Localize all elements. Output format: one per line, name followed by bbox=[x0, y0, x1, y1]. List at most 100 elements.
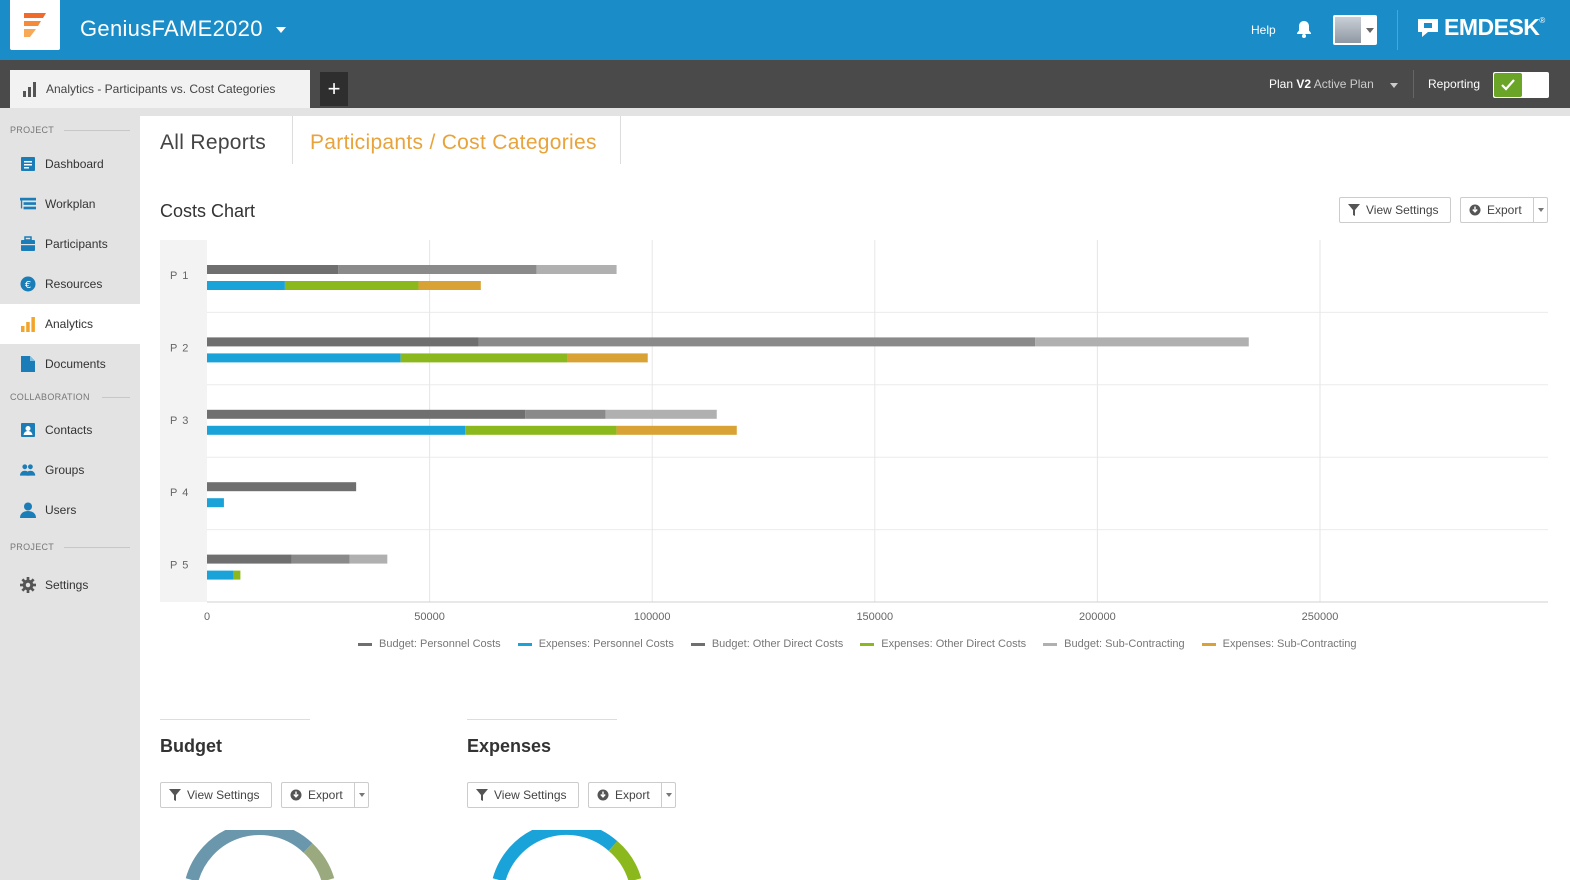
sidebar-item-workplan[interactable]: Workplan bbox=[0, 184, 140, 224]
legend-swatch bbox=[517, 642, 532, 646]
legend-label: Budget: Other Direct Costs bbox=[711, 638, 844, 650]
expenses-bar-segment bbox=[207, 425, 466, 435]
chevron-down-icon[interactable] bbox=[1533, 198, 1547, 222]
add-tab-button[interactable]: + bbox=[320, 72, 348, 106]
gear-icon bbox=[20, 577, 36, 593]
budget-bar-segment bbox=[207, 337, 479, 347]
sidebar-item-groups[interactable]: Groups bbox=[0, 450, 140, 490]
chevron-down-icon bbox=[1366, 28, 1374, 33]
chevron-down-icon[interactable] bbox=[354, 783, 368, 807]
expenses-bar-segment bbox=[207, 570, 234, 580]
groups-icon bbox=[20, 462, 36, 478]
sidebar-section-project: PROJECT bbox=[10, 125, 130, 135]
reporting-toggle[interactable] bbox=[1493, 72, 1549, 98]
divider bbox=[64, 547, 130, 548]
chevron-down-icon[interactable] bbox=[1390, 83, 1398, 88]
svg-text:€: € bbox=[25, 280, 31, 291]
sidebar-item-resources[interactable]: € Resources bbox=[0, 264, 140, 304]
plan-selector[interactable]: Plan V2 Active Plan bbox=[1269, 77, 1374, 91]
expenses-bar-segment bbox=[616, 425, 737, 435]
expenses-bar-segment bbox=[207, 498, 224, 508]
category-label: P 2 bbox=[170, 342, 189, 354]
x-tick-label: 50000 bbox=[414, 611, 445, 623]
brand-name: EMDESK bbox=[1444, 14, 1540, 40]
filter-icon bbox=[1348, 204, 1360, 216]
x-tick-label: 0 bbox=[204, 611, 210, 623]
user-avatar-menu[interactable] bbox=[1333, 15, 1377, 45]
legend-item[interactable]: Expenses: Sub-Contracting bbox=[1201, 638, 1357, 650]
sidebar-item-label: Groups bbox=[45, 463, 85, 477]
expenses-export-button[interactable]: Export bbox=[588, 782, 676, 808]
expenses-bar-segment bbox=[284, 281, 419, 290]
legend-item[interactable]: Expenses: Personnel Costs bbox=[517, 638, 674, 650]
sidebar-item-documents[interactable]: Documents bbox=[0, 344, 140, 384]
sidebar-item-users[interactable]: Users bbox=[0, 490, 140, 530]
sidebar-item-participants[interactable]: Participants bbox=[0, 224, 140, 264]
x-tick-label: 100000 bbox=[634, 611, 671, 623]
help-link[interactable]: Help bbox=[1251, 23, 1276, 37]
legend-swatch bbox=[690, 642, 705, 646]
legend-label: Expenses: Sub-Contracting bbox=[1222, 638, 1357, 650]
chevron-down-icon[interactable] bbox=[276, 27, 286, 33]
section-label: COLLABORATION bbox=[10, 392, 90, 402]
bell-icon[interactable] bbox=[1294, 19, 1314, 44]
x-tick-label: 200000 bbox=[1079, 611, 1116, 623]
expenses-bar-segment bbox=[567, 353, 648, 363]
legend-item[interactable]: Expenses: Other Direct Costs bbox=[860, 638, 1026, 650]
budget-bar-segment bbox=[207, 482, 357, 492]
legend-item[interactable]: Budget: Personnel Costs bbox=[358, 638, 501, 650]
divider bbox=[620, 116, 621, 164]
sidebar-item-label: Documents bbox=[45, 357, 106, 371]
project-title[interactable]: GeniusFAME2020 bbox=[80, 16, 263, 41]
sidebar-item-label: Contacts bbox=[45, 423, 93, 437]
expenses-bar-segment bbox=[400, 353, 568, 363]
category-label: P 5 bbox=[170, 560, 189, 572]
sidebar-item-contacts[interactable]: Contacts bbox=[0, 410, 140, 450]
workplan-icon bbox=[20, 196, 36, 212]
main-content bbox=[140, 116, 1570, 880]
divider bbox=[467, 719, 617, 720]
sidebar-item-label: Workplan bbox=[45, 197, 96, 211]
legend-item[interactable]: Budget: Other Direct Costs bbox=[690, 638, 844, 650]
sidebar-item-analytics[interactable]: Analytics bbox=[0, 304, 140, 344]
avatar bbox=[1335, 17, 1361, 43]
costs-view-settings-button[interactable]: View Settings bbox=[1339, 197, 1451, 223]
tab-analytics[interactable]: Analytics - Participants vs. Cost Catego… bbox=[10, 70, 310, 108]
sidebar-section-collaboration: COLLABORATION bbox=[10, 392, 130, 402]
button-label: View Settings bbox=[1366, 203, 1439, 217]
legend-item[interactable]: Budget: Sub-Contracting bbox=[1043, 638, 1185, 650]
breadcrumb-current: Participants / Cost Categories bbox=[310, 131, 597, 154]
budget-view-settings-button[interactable]: View Settings bbox=[160, 782, 272, 808]
legend-label: Budget: Sub-Contracting bbox=[1064, 638, 1185, 650]
participants-icon bbox=[20, 236, 36, 252]
tab-label: Analytics - Participants vs. Cost Catego… bbox=[46, 82, 276, 96]
sidebar-item-label: Participants bbox=[45, 237, 108, 251]
sidebar: PROJECT Dashboard Workplan Participants … bbox=[0, 108, 140, 880]
filter-icon bbox=[169, 789, 181, 801]
sidebar-item-dashboard[interactable]: Dashboard bbox=[0, 144, 140, 184]
sidebar-item-label: Users bbox=[45, 503, 77, 517]
budget-bar-segment bbox=[207, 554, 292, 564]
expenses-bar-segment bbox=[418, 281, 481, 290]
breadcrumb-all-reports[interactable]: All Reports bbox=[160, 131, 267, 154]
budget-export-button[interactable]: Export bbox=[281, 782, 369, 808]
budget-bar-segment bbox=[291, 554, 350, 564]
chevron-down-icon[interactable] bbox=[661, 783, 675, 807]
category-label: P 1 bbox=[170, 270, 189, 282]
costs-export-button[interactable]: Export bbox=[1460, 197, 1548, 223]
legend-label: Budget: Personnel Costs bbox=[379, 638, 501, 650]
budget-bar-segment bbox=[1035, 337, 1249, 347]
sidebar-item-label: Analytics bbox=[45, 317, 94, 331]
app-logo[interactable] bbox=[10, 0, 60, 50]
expenses-view-settings-button[interactable]: View Settings bbox=[467, 782, 579, 808]
dashboard-icon bbox=[20, 156, 36, 172]
plan-status: Active Plan bbox=[1313, 77, 1374, 91]
section-label: PROJECT bbox=[10, 542, 55, 552]
x-tick-label: 150000 bbox=[856, 611, 893, 623]
top-bar: GeniusFAME2020 Help EMDESK ® bbox=[0, 0, 1570, 60]
export-icon bbox=[1469, 204, 1481, 216]
category-label: P 4 bbox=[170, 487, 189, 499]
sidebar-item-settings[interactable]: Settings bbox=[0, 565, 140, 605]
sidebar-item-label: Resources bbox=[45, 277, 103, 291]
expenses-bar-segment bbox=[465, 425, 617, 435]
